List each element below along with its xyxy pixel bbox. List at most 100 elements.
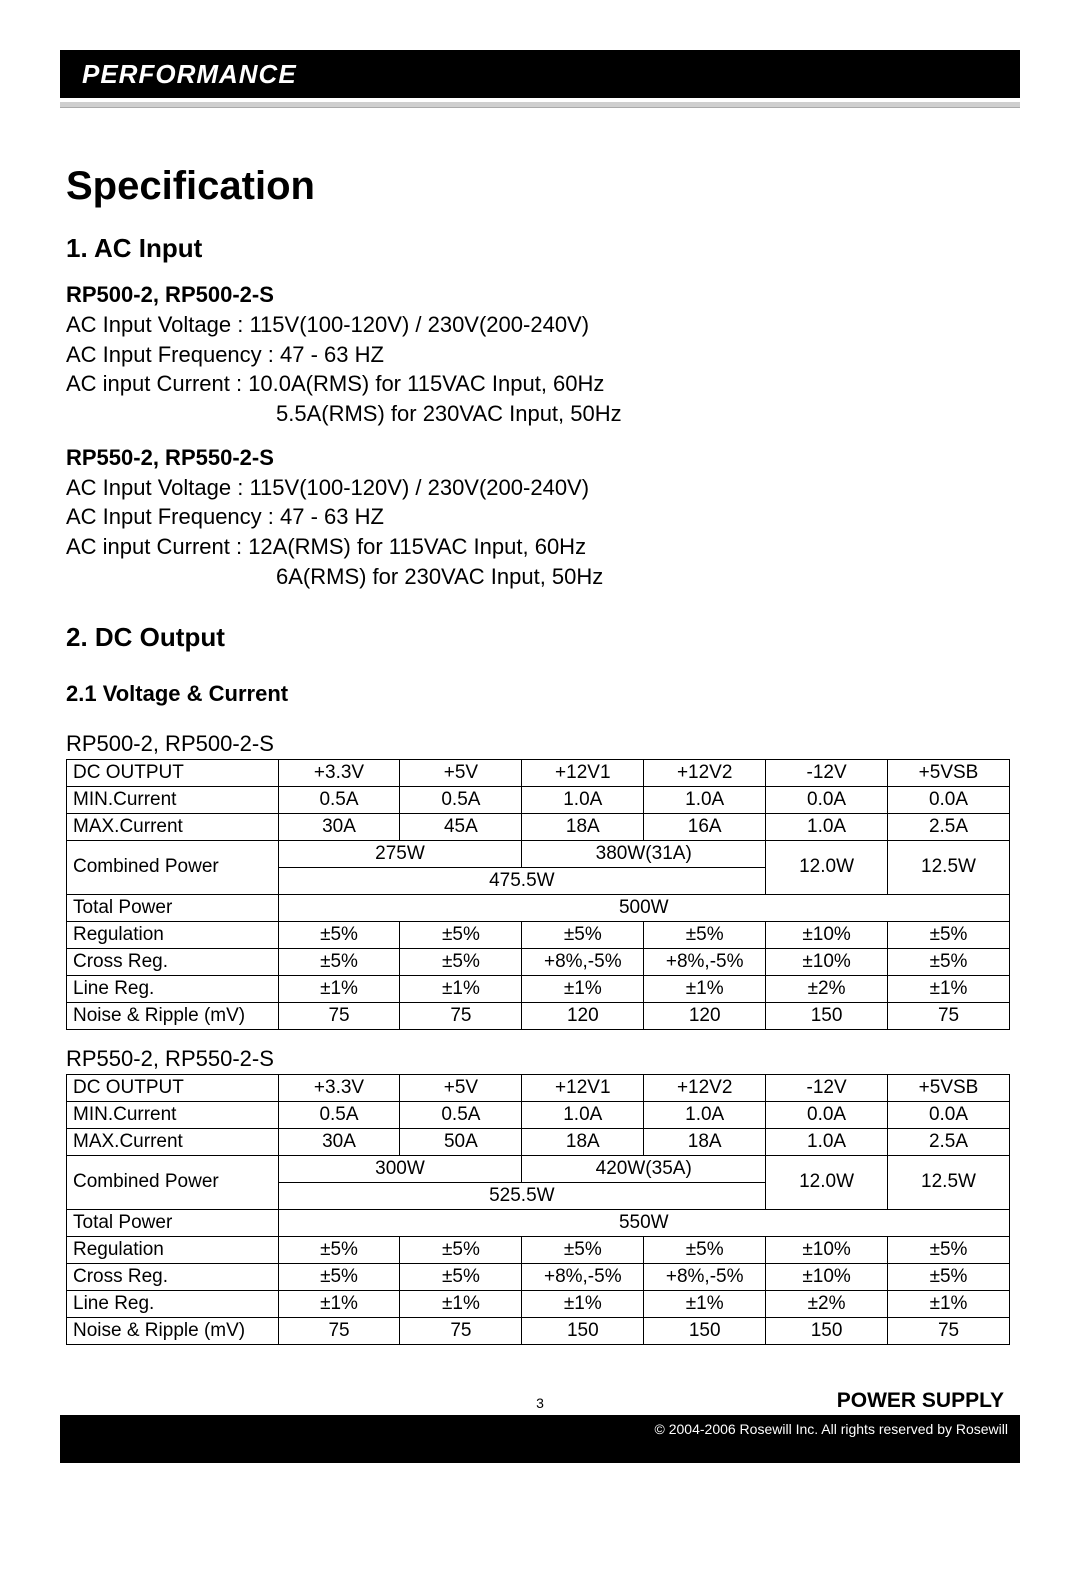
row-label: MAX.Current (67, 1128, 279, 1155)
page-title: Specification (66, 164, 1010, 209)
cell: 45A (400, 813, 522, 840)
cell: +8%,-5% (644, 948, 766, 975)
cell: +5VSB (888, 759, 1010, 786)
rp500-current-1: AC input Current : 10.0A(RMS) for 115VAC… (66, 369, 1010, 399)
cell: 150 (522, 1317, 644, 1344)
cell: 0.5A (400, 1101, 522, 1128)
cell: ±1% (644, 1290, 766, 1317)
rp550-current-1: AC input Current : 12A(RMS) for 115VAC I… (66, 532, 1010, 562)
cell: ±1% (400, 975, 522, 1002)
cell: 1.0A (644, 1101, 766, 1128)
cell: ±1% (522, 975, 644, 1002)
cell: ±1% (644, 975, 766, 1002)
cell: 150 (644, 1317, 766, 1344)
header-bar: PERFORMANCE (60, 50, 1020, 98)
table-row: Line Reg. ±1% ±1% ±1% ±1% ±2% ±1% (67, 975, 1010, 1002)
cell: ±2% (766, 975, 888, 1002)
cell: ±5% (278, 948, 400, 975)
cell: ±5% (888, 921, 1010, 948)
cell: 120 (522, 1002, 644, 1029)
cell: ±10% (766, 1236, 888, 1263)
row-label: Cross Reg. (67, 1263, 279, 1290)
cell: ±5% (644, 1236, 766, 1263)
cell: ±5% (400, 1236, 522, 1263)
cell: 12.5W (888, 840, 1010, 894)
cell: 2.5A (888, 813, 1010, 840)
rp500-voltage: AC Input Voltage : 115V(100-120V) / 230V… (66, 310, 1010, 340)
row-label: Combined Power (67, 1155, 279, 1209)
cell: 550W (278, 1209, 1009, 1236)
cell: 1.0A (522, 786, 644, 813)
cell: 300W (278, 1155, 522, 1182)
cell: ±1% (522, 1290, 644, 1317)
cell: 525.5W (278, 1182, 766, 1209)
cell: 12.5W (888, 1155, 1010, 1209)
table1-caption: RP500-2, RP500-2-S (66, 731, 1010, 757)
footer-bar: POWER SUPPLY © 2004-2006 Rosewill Inc. A… (60, 1415, 1020, 1463)
cell: 50A (400, 1128, 522, 1155)
cell: 150 (766, 1002, 888, 1029)
cell: ±5% (888, 1263, 1010, 1290)
cell: +8%,-5% (522, 1263, 644, 1290)
footer: 3 POWER SUPPLY © 2004-2006 Rosewill Inc.… (60, 1395, 1020, 1463)
cell: +5V (400, 759, 522, 786)
cell: 75 (400, 1002, 522, 1029)
rp550-voltage: AC Input Voltage : 115V(100-120V) / 230V… (66, 473, 1010, 503)
row-label: DC OUTPUT (67, 759, 279, 786)
cell: 12.0W (766, 840, 888, 894)
cell: +12V1 (522, 759, 644, 786)
cell: 420W(35A) (522, 1155, 766, 1182)
cell: 0.0A (766, 786, 888, 813)
cell: ±5% (400, 921, 522, 948)
cell: 75 (278, 1002, 400, 1029)
cell: 150 (766, 1317, 888, 1344)
cell: 75 (278, 1317, 400, 1344)
model-heading-rp500: RP500-2, RP500-2-S (66, 282, 1010, 308)
cell: ±2% (766, 1290, 888, 1317)
cell: 1.0A (766, 1128, 888, 1155)
cell: 120 (644, 1002, 766, 1029)
cell: +3.3V (278, 759, 400, 786)
table-row: DC OUTPUT +3.3V +5V +12V1 +12V2 -12V +5V… (67, 759, 1010, 786)
cell: -12V (766, 759, 888, 786)
row-label: Regulation (67, 921, 279, 948)
page: PERFORMANCE Specification 1. AC Input RP… (0, 0, 1080, 1463)
content: Specification 1. AC Input RP500-2, RP500… (60, 164, 1020, 1345)
section-ac-input-heading: 1. AC Input (66, 233, 1010, 264)
brand-text: PERFORMANCE (82, 59, 297, 90)
cell: +12V2 (644, 1074, 766, 1101)
row-label: Total Power (67, 1209, 279, 1236)
cell: 12.0W (766, 1155, 888, 1209)
row-label: MAX.Current (67, 813, 279, 840)
footer-copyright: © 2004-2006 Rosewill Inc. All rights res… (655, 1421, 1008, 1437)
table-row: Regulation ±5% ±5% ±5% ±5% ±10% ±5% (67, 1236, 1010, 1263)
cell: ±5% (400, 1263, 522, 1290)
cell: 475.5W (278, 867, 766, 894)
cell: 30A (278, 1128, 400, 1155)
section-dc-output-heading: 2. DC Output (66, 622, 1010, 653)
table-row: MIN.Current 0.5A 0.5A 1.0A 1.0A 0.0A 0.0… (67, 786, 1010, 813)
rp500-frequency: AC Input Frequency : 47 - 63 HZ (66, 340, 1010, 370)
cell: ±1% (888, 1290, 1010, 1317)
cell: 275W (278, 840, 522, 867)
row-label: Noise & Ripple (mV) (67, 1317, 279, 1344)
cell: ±5% (522, 1236, 644, 1263)
cell: +8%,-5% (522, 948, 644, 975)
table-row: Combined Power 300W 420W(35A) 12.0W 12.5… (67, 1155, 1010, 1182)
cell: +5V (400, 1074, 522, 1101)
cell: ±5% (278, 1263, 400, 1290)
cell: 18A (522, 813, 644, 840)
cell: ±1% (400, 1290, 522, 1317)
cell: 0.0A (766, 1101, 888, 1128)
footer-label: POWER SUPPLY (837, 1389, 1004, 1413)
table-row: MAX.Current 30A 45A 18A 16A 1.0A 2.5A (67, 813, 1010, 840)
cell: ±1% (278, 975, 400, 1002)
row-label: Total Power (67, 894, 279, 921)
cell: +5VSB (888, 1074, 1010, 1101)
table2-caption: RP550-2, RP550-2-S (66, 1046, 1010, 1072)
table-rp500: DC OUTPUT +3.3V +5V +12V1 +12V2 -12V +5V… (66, 759, 1010, 1030)
cell: 1.0A (644, 786, 766, 813)
cell: +12V1 (522, 1074, 644, 1101)
cell: 75 (400, 1317, 522, 1344)
row-label: MIN.Current (67, 786, 279, 813)
